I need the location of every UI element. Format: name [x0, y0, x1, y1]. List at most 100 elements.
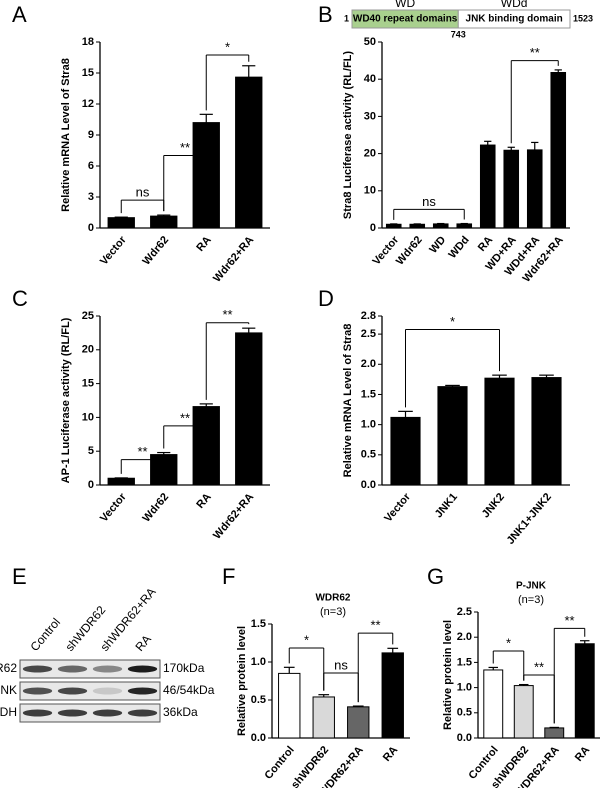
bar	[107, 217, 135, 229]
significance-bracket	[120, 459, 164, 474]
y-tick-label: 50	[364, 36, 376, 48]
bar	[385, 223, 402, 229]
panel-label: F	[222, 564, 235, 589]
y-axis-label: Relative mRNA Level of Stra8	[342, 324, 354, 478]
domain-abbreviation: WDd	[501, 0, 528, 10]
significance-bracket	[357, 632, 394, 703]
bar	[432, 223, 449, 229]
y-tick-label: 2.8	[361, 310, 376, 322]
significance-label: **	[137, 444, 147, 459]
significance-label: **	[564, 613, 574, 628]
x-tick-label: Vector	[382, 491, 413, 525]
y-tick-label: 0.5	[251, 694, 266, 706]
bar	[574, 643, 595, 739]
bar	[503, 149, 520, 229]
x-tick-label: Wdr62	[394, 234, 425, 267]
panel-label: G	[427, 564, 444, 589]
bar	[437, 386, 468, 486]
band	[127, 665, 158, 673]
band	[92, 709, 123, 717]
row-label: GAPDH	[0, 705, 17, 719]
bar	[550, 72, 567, 229]
band	[92, 687, 123, 695]
position-label: 1	[344, 13, 349, 23]
bar	[479, 144, 496, 229]
bar	[381, 652, 404, 739]
y-tick-label: 0.5	[457, 707, 472, 719]
blot-strip	[19, 681, 161, 701]
band	[127, 709, 158, 717]
bar	[409, 223, 426, 229]
y-axis-label: Stra8 Luciferase activity (RL/FL)	[342, 51, 354, 219]
size-label: 46/54kDa	[163, 683, 215, 697]
y-tick-label: 1.5	[251, 618, 266, 630]
bar	[150, 215, 178, 229]
significance-label: ns	[334, 657, 348, 672]
significance-bracket	[163, 425, 207, 449]
significance-label: *	[450, 314, 455, 329]
bar	[150, 454, 178, 486]
x-tick-label: RA	[381, 744, 400, 764]
x-tick-label: JNK1	[433, 491, 460, 520]
y-tick-label: 15	[82, 67, 94, 79]
size-label: 170kDa	[163, 661, 205, 675]
significance-bracket	[405, 329, 500, 408]
position-label: 743	[451, 29, 466, 39]
significance-label: ns	[136, 185, 150, 200]
significance-bracket	[510, 60, 559, 144]
significance-label: **	[180, 140, 190, 155]
significance-label: **	[370, 618, 380, 633]
y-tick-label: 10	[82, 411, 94, 423]
y-tick-label: 30	[364, 110, 376, 122]
y-tick-label: 0.0	[361, 479, 376, 491]
domain-name: WD40 repeat domains	[353, 14, 458, 25]
lane-label: RA	[133, 632, 154, 654]
y-tick-label: 18	[82, 36, 94, 48]
y-tick-label: 25	[82, 310, 94, 322]
chart-subtitle: (n=3)	[320, 606, 346, 618]
y-tick-label: 1.0	[361, 419, 376, 431]
size-label: 36kDa	[163, 705, 198, 719]
bar	[483, 669, 504, 739]
bar	[513, 685, 534, 739]
x-tick-label: Vector	[98, 491, 129, 525]
panel-label: B	[318, 2, 333, 27]
y-tick-label: 1.0	[457, 682, 472, 694]
x-tick-label: Wdr62	[140, 234, 171, 267]
x-tick-label: RA	[476, 234, 495, 254]
y-tick-label: 3	[88, 191, 94, 203]
bar	[484, 377, 515, 486]
band	[22, 709, 53, 717]
significance-bracket	[393, 208, 465, 220]
panel-label: E	[12, 564, 27, 589]
row-label: P-JNK	[0, 683, 17, 697]
x-tick-label: Control	[262, 744, 296, 782]
y-tick-label: 0.0	[251, 732, 266, 744]
significance-label: *	[304, 632, 309, 647]
bar	[192, 122, 220, 229]
y-tick-label: 0	[88, 222, 94, 234]
significance-label: *	[225, 39, 230, 54]
y-axis-label: Relative mRNA Level of Stra8	[60, 58, 72, 212]
y-axis-label: Relative protein level	[236, 626, 248, 736]
y-tick-label: 2.5	[361, 328, 376, 340]
x-tick-label: Wdr62+RA	[211, 491, 256, 542]
y-tick-label: 9	[88, 129, 94, 141]
band	[57, 709, 88, 717]
y-tick-label: 2.5	[457, 606, 472, 618]
y-tick-label: 0	[370, 222, 376, 234]
bar	[235, 76, 263, 229]
bar	[278, 672, 301, 739]
y-tick-label: 0.5	[361, 449, 376, 461]
bar	[107, 477, 135, 486]
significance-bracket	[205, 54, 250, 111]
y-tick-label: 5	[88, 445, 94, 457]
significance-label: *	[506, 635, 511, 650]
significance-label: ns	[422, 194, 436, 209]
bar	[456, 223, 473, 229]
x-tick-label: Vector	[98, 234, 129, 268]
blot-strip	[19, 659, 161, 679]
significance-bracket	[163, 154, 207, 212]
x-tick-label: Wdr62+RA	[211, 234, 256, 285]
